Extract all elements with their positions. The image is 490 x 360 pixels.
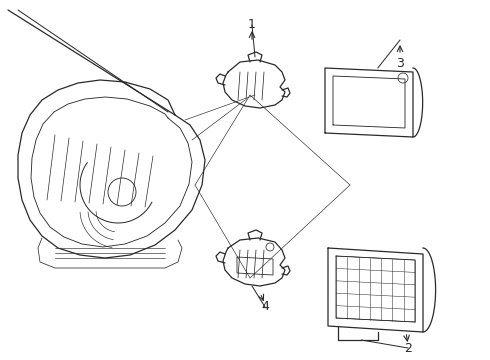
Text: 1: 1 — [248, 18, 256, 31]
Text: 4: 4 — [261, 300, 269, 313]
Text: 2: 2 — [404, 342, 412, 355]
Text: 3: 3 — [396, 57, 404, 70]
